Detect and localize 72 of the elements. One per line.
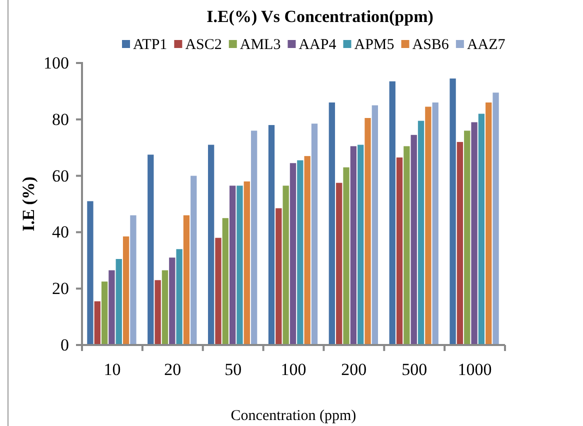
chart-title: I.E(%) Vs Concentration(ppm) (206, 7, 434, 26)
bar (108, 270, 115, 345)
x-tick-label: 200 (341, 360, 367, 380)
bar (244, 181, 250, 345)
bar (478, 114, 485, 345)
bar (282, 186, 289, 345)
bar (471, 122, 478, 345)
bar (176, 249, 182, 345)
x-tick-label: 1000 (458, 360, 492, 380)
bar (364, 118, 371, 345)
x-tick-label: 20 (164, 360, 182, 380)
bar (229, 186, 236, 345)
bar (208, 144, 214, 345)
y-tick-label: 0 (60, 335, 69, 354)
legend-label: AAP4 (298, 37, 337, 53)
y-tick-label: 40 (52, 222, 69, 242)
bar (336, 182, 342, 345)
bar (350, 146, 357, 345)
legend-label: APM5 (354, 37, 394, 53)
y-tick-label: 60 (52, 166, 69, 186)
bar (190, 176, 197, 345)
bar (311, 124, 318, 345)
bar (418, 120, 424, 345)
bar (343, 167, 350, 345)
bar (304, 156, 310, 345)
x-tick-label: 100 (280, 360, 306, 380)
bar (464, 130, 470, 345)
bar (268, 125, 275, 345)
bar (116, 258, 122, 345)
bar (162, 270, 168, 345)
bar (222, 218, 228, 345)
bar (122, 236, 130, 345)
bar (154, 280, 161, 345)
x-axis-title: Concentration (ppm) (230, 408, 356, 424)
bar (410, 134, 417, 345)
y-tick-label: 80 (52, 110, 69, 129)
legend-label: ATP1 (133, 37, 168, 53)
bar (372, 105, 378, 345)
bar (250, 130, 258, 345)
legend-label: AML3 (240, 37, 281, 53)
bar (432, 102, 438, 345)
x-tick-label: 10 (104, 360, 121, 380)
bar (169, 258, 176, 345)
bar (404, 146, 410, 345)
bar (94, 301, 100, 345)
bar (101, 282, 108, 345)
y-tick-label: 100 (44, 53, 69, 72)
bar (450, 78, 456, 345)
bar (328, 102, 336, 345)
bar (492, 92, 499, 345)
legend-label: ASC2 (185, 37, 222, 53)
bar (358, 144, 364, 345)
bar (130, 215, 136, 345)
bar (290, 163, 296, 345)
bar (389, 81, 396, 345)
bar (276, 208, 282, 345)
bar (183, 215, 190, 345)
bar (456, 142, 464, 345)
bar (425, 106, 432, 345)
bar (87, 201, 94, 345)
bar (215, 238, 222, 345)
x-tick-label: 50 (224, 360, 242, 380)
bar (486, 102, 492, 345)
legend-label: ASB6 (412, 37, 450, 53)
bar (297, 160, 304, 345)
bar (236, 186, 243, 345)
y-tick-label: 20 (52, 279, 69, 298)
x-tick-label: 500 (402, 360, 428, 380)
legend-label: AAZ7 (466, 37, 506, 53)
bar (148, 154, 154, 345)
y-axis-title: I.E (%) (19, 176, 38, 232)
bar (396, 157, 403, 345)
